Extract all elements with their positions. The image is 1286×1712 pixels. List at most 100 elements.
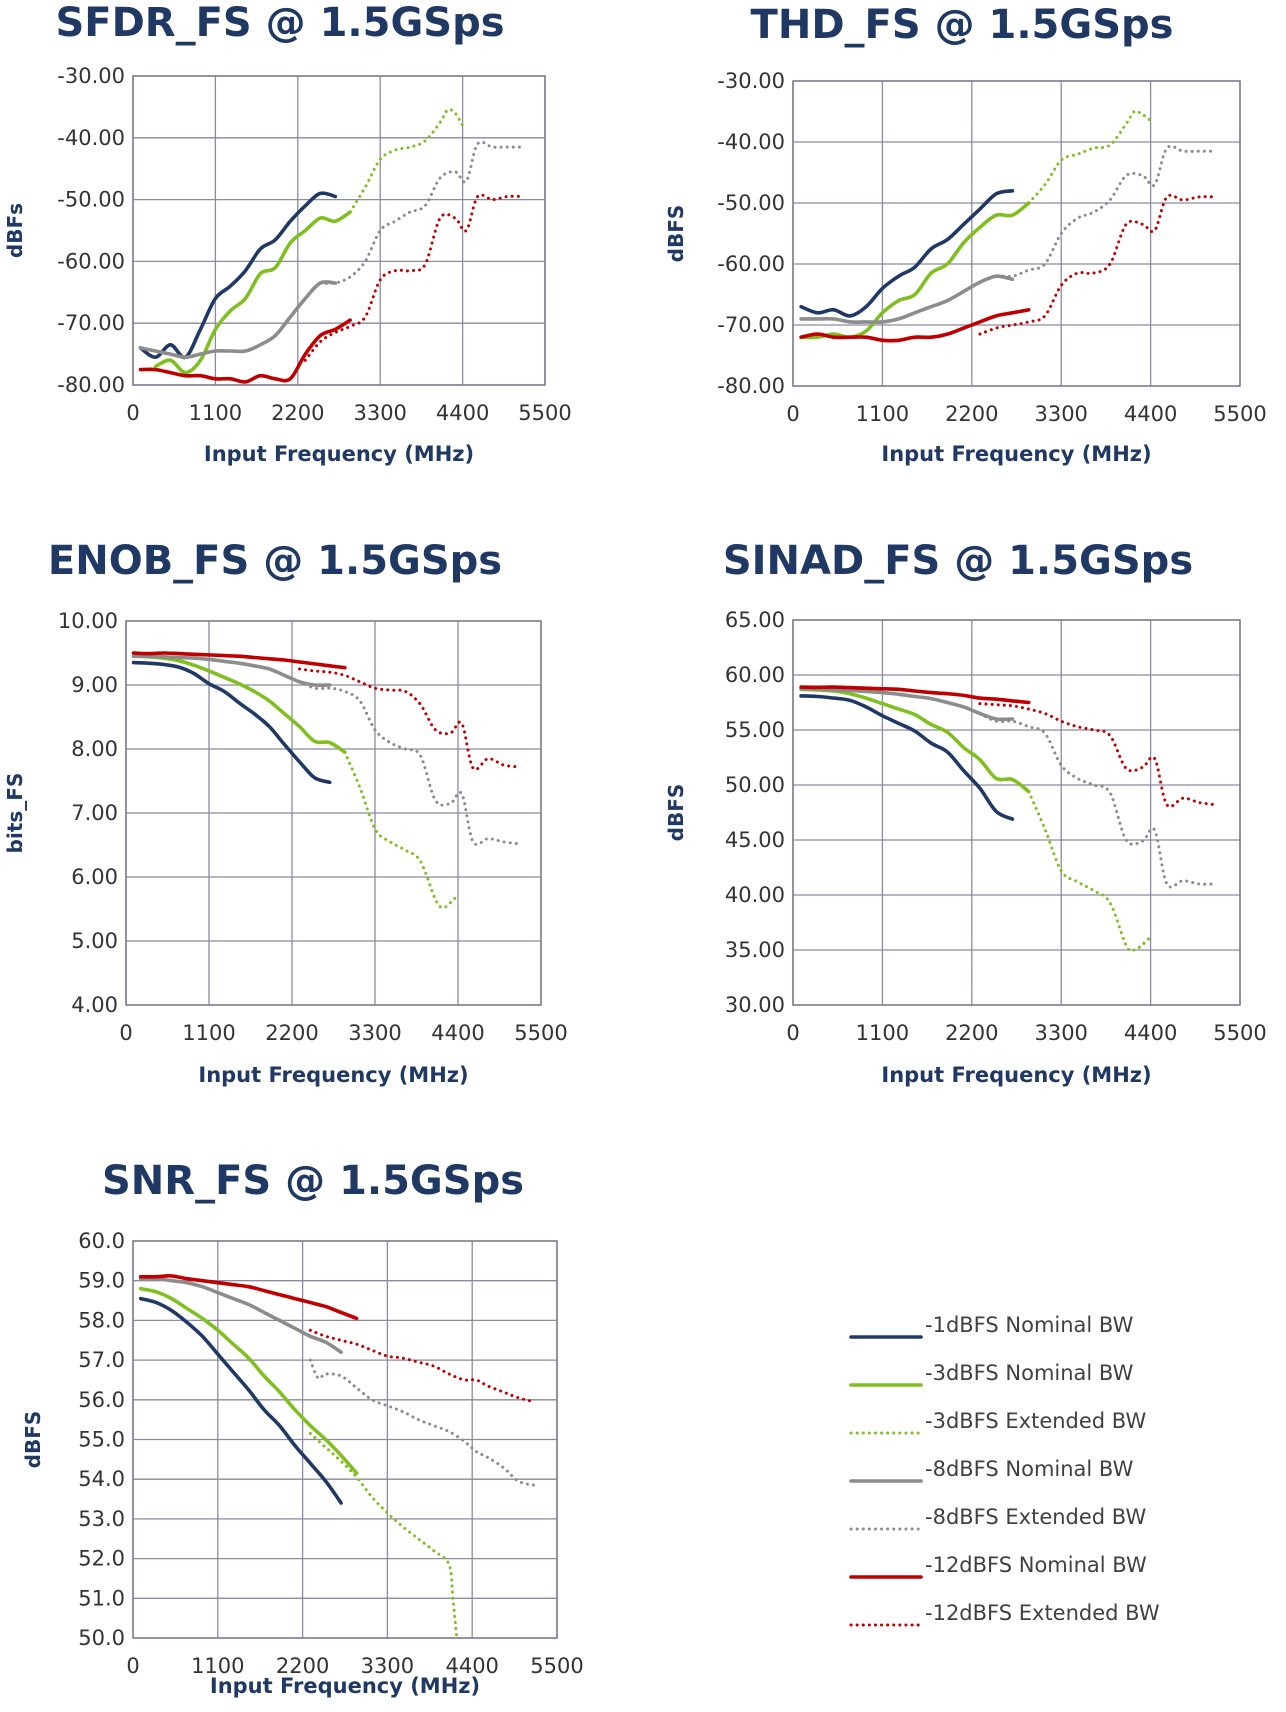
series-line-12dbfs-extended-bw bbox=[308, 1328, 536, 1404]
y-tick-label: -60.00 bbox=[717, 252, 785, 276]
series-line-8dbfs-nominal-bw bbox=[138, 1276, 343, 1354]
y-tick-label: 54.0 bbox=[78, 1467, 125, 1491]
series-line-1dbfs-nominal-bw bbox=[138, 1296, 343, 1505]
y-tick-label: 10.00 bbox=[58, 609, 118, 633]
y-tick-label: 53.0 bbox=[78, 1507, 125, 1531]
y-tick-label: 9.00 bbox=[71, 673, 118, 697]
plot-frame bbox=[792, 619, 1241, 1006]
x-tick-label: 0 bbox=[786, 402, 799, 426]
x-tick-label: 1100 bbox=[856, 1021, 909, 1045]
plot-frame bbox=[132, 1240, 558, 1639]
series-line-12dbfs-nominal-bw bbox=[799, 308, 1031, 343]
x-tick-label: 1100 bbox=[191, 1654, 244, 1678]
x-axis-label: Input Frequency (MHz) bbox=[204, 442, 474, 466]
x-tick-label: 1100 bbox=[189, 401, 242, 425]
y-tick-label: 40.00 bbox=[725, 883, 785, 907]
y-tick-label: 57.0 bbox=[78, 1348, 125, 1372]
chart-svg-thd: 0 1100 2200 3300 4400 5500 -80.00 -70.00 -60.00 -… bbox=[664, 69, 1267, 466]
series-line-12dbfs-nominal-bw bbox=[131, 651, 347, 670]
legend-swatch bbox=[849, 1383, 923, 1387]
series-line-12dbfs-nominal-bw bbox=[138, 1274, 359, 1321]
y-tick-label: -40.00 bbox=[57, 126, 125, 150]
series-line-12dbfs-nominal-bw bbox=[799, 685, 1031, 705]
x-tick-label: 4400 bbox=[445, 1654, 498, 1678]
series-line-1dbfs-nominal-bw bbox=[799, 694, 1015, 821]
y-tick-label: -70.00 bbox=[717, 313, 785, 337]
legend-label: -12dBFS Extended BW bbox=[925, 1601, 1160, 1625]
series-line-1dbfs-nominal-bw bbox=[138, 191, 338, 360]
plot-frame bbox=[132, 75, 546, 386]
y-tick-label: 60.0 bbox=[78, 1229, 125, 1253]
y-tick-label: 50.0 bbox=[78, 1626, 125, 1650]
y-tick-label: 58.0 bbox=[78, 1308, 125, 1332]
y-tick-label: 55.0 bbox=[78, 1428, 125, 1452]
y-axis-label: dBFS bbox=[21, 1411, 45, 1469]
x-axis-label: Input Frequency (MHz) bbox=[881, 1063, 1151, 1087]
x-tick-label: 2200 bbox=[945, 402, 998, 426]
legend-swatch bbox=[849, 1575, 923, 1579]
plot-frame bbox=[792, 80, 1241, 387]
grid bbox=[132, 1240, 558, 1639]
chart-svg-sinad: 0 1100 2200 3300 4400 5500 30.00 35.00 40.00 45.0… bbox=[664, 608, 1267, 1087]
y-tick-label: -50.00 bbox=[717, 191, 785, 215]
x-tick-label: 3300 bbox=[361, 1654, 414, 1678]
series-line-12dbfs-extended-bw bbox=[303, 193, 524, 362]
chart-title: THD_FS @ 1.5GSps bbox=[750, 2, 1174, 48]
legend-label: -3dBFS Extended BW bbox=[925, 1409, 1147, 1433]
x-tick-label: 0 bbox=[126, 401, 139, 425]
x-tick-label: 5500 bbox=[1213, 402, 1266, 426]
x-tick-label: 1100 bbox=[182, 1021, 235, 1045]
y-tick-label: 51.0 bbox=[78, 1586, 125, 1610]
y-tick-label: 45.00 bbox=[725, 828, 785, 852]
series-line-3dbfs-nominal-bw bbox=[153, 210, 352, 375]
y-tick-label: 8.00 bbox=[71, 737, 118, 761]
series-line-8dbfs-extended-bw bbox=[318, 140, 524, 285]
x-tick-label: 0 bbox=[119, 1021, 132, 1045]
chart-thd: THD_FS @ 1.5GSps 0 1100 2200 3300 4400 5500 -8… bbox=[643, 0, 1286, 500]
y-tick-label: 30.00 bbox=[725, 993, 785, 1017]
x-tick-label: 4400 bbox=[1124, 402, 1177, 426]
x-tick-label: 4400 bbox=[431, 1021, 484, 1045]
chart-title: ENOB_FS @ 1.5GSps bbox=[47, 538, 503, 584]
y-tick-label: 56.0 bbox=[78, 1388, 125, 1412]
y-tick-label: -80.00 bbox=[717, 374, 785, 398]
chart-sinad: SINAD_FS @ 1.5GSps 0 1100 2200 3300 4400 5500… bbox=[643, 530, 1286, 1100]
x-axis-label: Input Frequency (MHz) bbox=[881, 442, 1151, 466]
y-tick-label: -30.00 bbox=[717, 69, 785, 93]
y-tick-label: -30.00 bbox=[57, 64, 125, 88]
series-line-8dbfs-extended-bw bbox=[298, 680, 520, 846]
series-line-8dbfs-extended-bw bbox=[308, 1358, 536, 1487]
y-tick-label: 50.00 bbox=[725, 773, 785, 797]
legend-label: -1dBFS Nominal BW bbox=[925, 1313, 1134, 1337]
legend-label: -3dBFS Nominal BW bbox=[925, 1361, 1134, 1385]
x-tick-label: 2200 bbox=[271, 401, 324, 425]
y-tick-label: 60.00 bbox=[725, 663, 785, 687]
grid bbox=[792, 619, 1241, 1006]
chart-enob: ENOB_FS @ 1.5GSps 0 1100 2200 3300 4400 5500 4… bbox=[0, 530, 643, 1100]
series-line-12dbfs-extended-bw bbox=[978, 702, 1218, 809]
y-tick-label: 55.00 bbox=[725, 718, 785, 742]
series-line-12dbfs-extended-bw bbox=[298, 667, 520, 772]
plot-frame bbox=[125, 620, 542, 1006]
y-tick-label: -50.00 bbox=[57, 188, 125, 212]
y-tick-label: 7.00 bbox=[71, 801, 118, 825]
x-tick-label: 0 bbox=[126, 1654, 139, 1678]
x-tick-label: 3300 bbox=[1034, 402, 1087, 426]
x-tick-label: 4400 bbox=[1124, 1021, 1177, 1045]
y-tick-label: -70.00 bbox=[57, 311, 125, 335]
x-tick-label: 3300 bbox=[1034, 1021, 1087, 1045]
grid bbox=[125, 620, 542, 1006]
x-axis-label: Input Frequency (MHz) bbox=[210, 1674, 480, 1698]
x-tick-label: 3300 bbox=[348, 1021, 401, 1045]
x-tick-label: 5500 bbox=[518, 401, 571, 425]
y-tick-label: 52.0 bbox=[78, 1547, 125, 1571]
x-tick-label: 2200 bbox=[265, 1021, 318, 1045]
y-axis-label: dBFs bbox=[3, 203, 27, 258]
x-tick-label: 1100 bbox=[856, 402, 909, 426]
x-tick-label: 2200 bbox=[276, 1654, 329, 1678]
series-line-3dbfs-nominal-bw bbox=[799, 201, 1031, 340]
x-tick-label: 3300 bbox=[353, 401, 406, 425]
y-tick-label: 5.00 bbox=[71, 929, 118, 953]
legend-swatch bbox=[849, 1623, 923, 1627]
chart-svg-snr: 0 1100 2200 3300 4400 5500 50.0 51.0 52.0 53.0 54.… bbox=[21, 1229, 584, 1698]
